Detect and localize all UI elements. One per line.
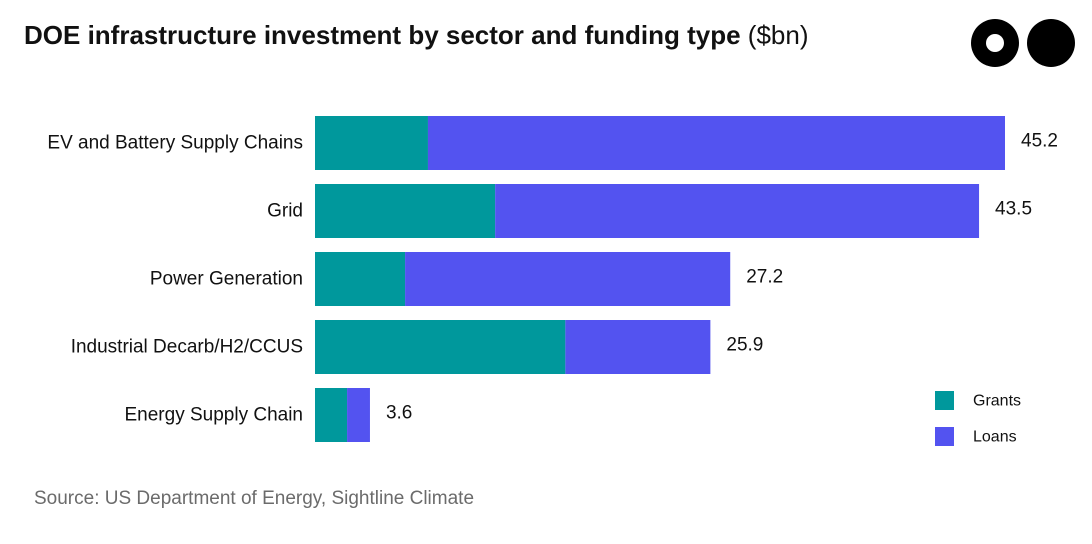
total-value-label: 25.9 — [726, 335, 763, 356]
bar-segment-grants — [315, 116, 428, 170]
chart-title-main: DOE infrastructure investment by sector … — [24, 20, 741, 50]
bar-segment-loans — [347, 388, 370, 442]
category-label: EV and Battery Supply Chains — [47, 133, 303, 154]
bar-segment-loans — [427, 116, 1005, 170]
bar-segment-grants — [315, 320, 566, 374]
category-label: Energy Supply Chain — [125, 405, 304, 426]
chart-title: DOE infrastructure investment by sector … — [24, 18, 809, 52]
bar-segment-loans — [495, 184, 980, 238]
source-note: Source: US Department of Energy, Sightli… — [34, 488, 475, 509]
legend-swatch-loans — [935, 427, 954, 446]
bar-segment-loans — [565, 320, 711, 374]
legend-label-loans: Loans — [973, 429, 1017, 446]
chart-title-unit: ($bn) — [747, 20, 809, 50]
legend-swatch-grants — [935, 391, 954, 410]
total-value-label: 3.6 — [386, 403, 412, 424]
category-label: Grid — [267, 201, 303, 222]
total-value-label: 45.2 — [1021, 131, 1058, 152]
total-value-label: 27.2 — [746, 267, 783, 288]
category-label: Power Generation — [150, 269, 303, 290]
legend-label-grants: Grants — [973, 393, 1021, 410]
bar-segment-loans — [405, 252, 731, 306]
bar-segment-grants — [315, 388, 348, 442]
total-value-label: 43.5 — [995, 199, 1032, 220]
category-label: Industrial Decarb/H2/CCUS — [71, 337, 303, 358]
bar-segment-grants — [315, 252, 406, 306]
bar-segment-grants — [315, 184, 496, 238]
brand-logo-icon — [971, 19, 1075, 67]
